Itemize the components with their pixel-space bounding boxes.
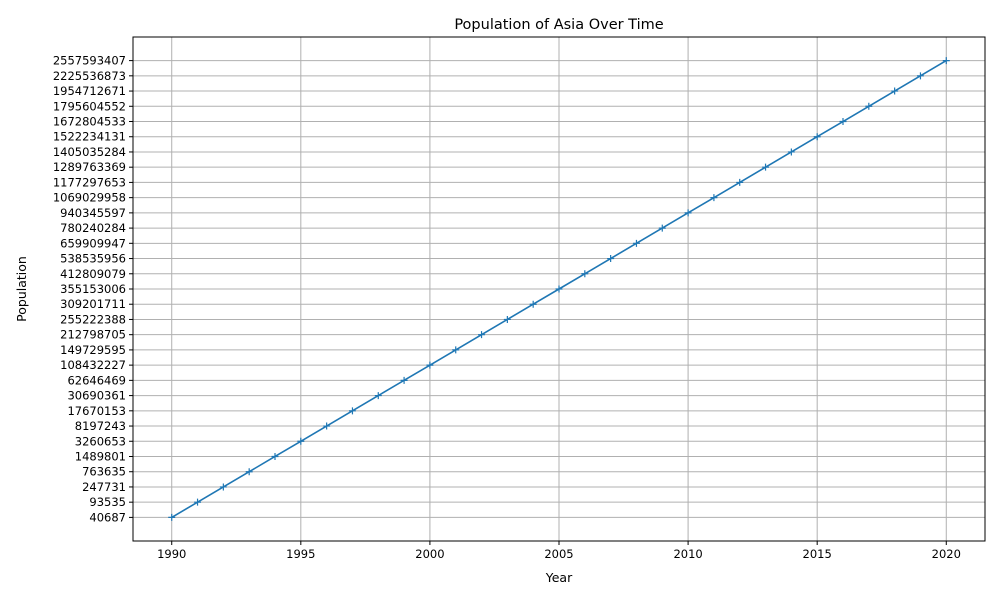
data-point-marker bbox=[658, 224, 666, 232]
data-point-marker bbox=[710, 194, 718, 202]
y-tick-label: 309201711 bbox=[60, 297, 126, 311]
data-point-marker bbox=[632, 239, 640, 247]
y-tick-label: 30690361 bbox=[67, 389, 126, 403]
y-tick-label: 780240284 bbox=[60, 221, 126, 235]
data-point-marker bbox=[839, 118, 847, 126]
x-tick-label: 2010 bbox=[673, 547, 702, 561]
y-tick-label: 412809079 bbox=[60, 267, 126, 281]
data-point-marker bbox=[219, 483, 227, 491]
data-point-marker bbox=[762, 163, 770, 171]
x-axis-label: Year bbox=[545, 570, 573, 585]
series-population bbox=[168, 57, 950, 521]
data-point-marker bbox=[168, 513, 176, 521]
data-point-marker bbox=[478, 331, 486, 339]
y-tick-label: 1177297653 bbox=[53, 175, 126, 189]
chart-title: Population of Asia Over Time bbox=[454, 17, 663, 33]
y-tick-label: 8197243 bbox=[75, 419, 126, 433]
y-tick-label: 1289763369 bbox=[53, 160, 126, 174]
y-tick-label: 3260653 bbox=[75, 434, 126, 448]
y-tick-label: 1405035284 bbox=[53, 145, 126, 159]
data-point-marker bbox=[426, 361, 434, 369]
y-tick-label: 2557593407 bbox=[53, 54, 126, 68]
data-point-marker bbox=[452, 346, 460, 354]
data-point-marker bbox=[348, 407, 356, 415]
y-tick-label: 40687 bbox=[89, 510, 126, 524]
y-tick-label: 1489801 bbox=[75, 449, 126, 463]
data-point-marker bbox=[374, 392, 382, 400]
x-tick-label: 2015 bbox=[803, 547, 832, 561]
y-axis-label: Population bbox=[14, 256, 29, 322]
y-tick-label: 17670153 bbox=[67, 404, 126, 418]
data-point-marker bbox=[813, 133, 821, 141]
y-tick-label: 255222388 bbox=[60, 312, 126, 326]
data-point-marker bbox=[865, 102, 873, 110]
y-tick-label: 247731 bbox=[82, 480, 126, 494]
y-tick-label: 93535 bbox=[89, 495, 126, 509]
data-point-marker bbox=[581, 270, 589, 278]
y-tick-label: 763635 bbox=[82, 465, 126, 479]
y-tick-label: 1522234131 bbox=[53, 130, 126, 144]
data-point-marker bbox=[297, 437, 305, 445]
data-point-marker bbox=[400, 376, 408, 384]
data-point-marker bbox=[787, 148, 795, 156]
data-point-marker bbox=[271, 452, 279, 460]
x-tick-label: 1990 bbox=[157, 547, 186, 561]
data-point-marker bbox=[503, 315, 511, 323]
data-point-marker bbox=[245, 468, 253, 476]
y-tick-label: 538535956 bbox=[60, 252, 126, 266]
x-tick-label: 1995 bbox=[286, 547, 315, 561]
data-point-marker bbox=[194, 498, 202, 506]
x-axis-ticks: 1990 1995 2000 2005 2010 2015 2020 bbox=[157, 541, 961, 561]
data-point-marker bbox=[736, 178, 744, 186]
data-point-marker bbox=[916, 72, 924, 80]
y-tick-label: 940345597 bbox=[60, 206, 126, 220]
data-point-marker bbox=[607, 255, 615, 263]
x-tick-label: 2000 bbox=[415, 547, 444, 561]
y-tick-label: 1795604552 bbox=[53, 99, 126, 113]
data-point-marker bbox=[891, 87, 899, 95]
data-point-marker bbox=[942, 57, 950, 65]
data-point-marker bbox=[529, 300, 537, 308]
y-tick-label: 1954712671 bbox=[53, 84, 126, 98]
x-tick-label: 2005 bbox=[544, 547, 573, 561]
data-point-marker bbox=[684, 209, 692, 217]
y-tick-label: 1069029958 bbox=[53, 191, 126, 205]
y-tick-label: 108432227 bbox=[60, 358, 126, 372]
y-tick-label: 62646469 bbox=[67, 373, 126, 387]
y-tick-label: 1672804533 bbox=[53, 115, 126, 129]
x-tick-label: 2020 bbox=[932, 547, 961, 561]
y-tick-label: 355153006 bbox=[60, 282, 126, 296]
data-point-marker bbox=[323, 422, 331, 430]
y-tick-label: 212798705 bbox=[60, 328, 126, 342]
data-point-marker bbox=[555, 285, 563, 293]
y-tick-label: 2225536873 bbox=[53, 69, 126, 83]
y-tick-label: 659909947 bbox=[60, 236, 126, 250]
y-tick-label: 149729595 bbox=[60, 343, 126, 357]
